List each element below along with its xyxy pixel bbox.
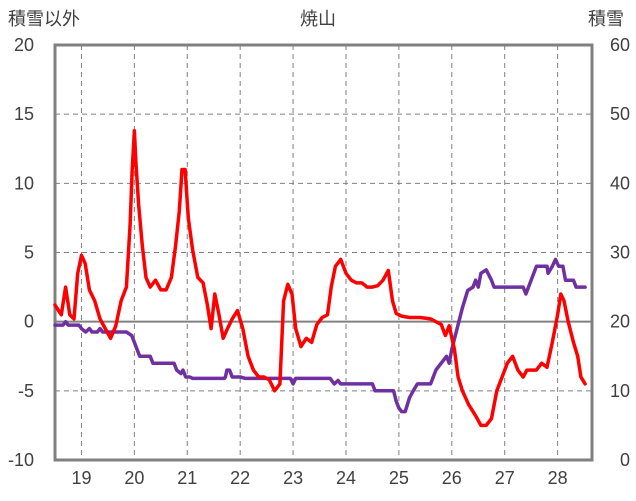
right-tick-label: 50 (610, 104, 630, 124)
x-tick-label: 23 (283, 468, 303, 488)
left-axis-label: 積雪以外 (8, 9, 80, 30)
x-tick-label: 27 (495, 468, 515, 488)
x-tick-label: 28 (548, 468, 568, 488)
grid (55, 45, 592, 460)
left-tick-label: 10 (14, 173, 34, 193)
x-tick-label: 25 (389, 468, 409, 488)
right-axis-label: 積雪 (588, 9, 624, 30)
x-tick-label: 20 (124, 468, 144, 488)
right-tick-label: 60 (610, 35, 630, 55)
right-tick-labels: 0 10 20 30 40 50 60 (610, 35, 630, 470)
right-tick-label: 0 (620, 450, 630, 470)
right-tick-label: 30 (610, 243, 630, 263)
chart-title: 焼山 (300, 9, 336, 30)
x-tick-labels: 19 20 21 22 23 24 25 26 27 28 (71, 468, 567, 488)
x-tick-label: 24 (336, 468, 356, 488)
left-tick-label: 20 (14, 35, 34, 55)
snow-depth-line (53, 257, 587, 414)
left-tick-label: 5 (24, 243, 34, 263)
x-tick-label: 22 (230, 468, 250, 488)
left-tick-label: -5 (18, 381, 34, 401)
left-tick-labels: -10 -5 0 5 10 15 20 (8, 35, 34, 470)
left-tick-label: -10 (8, 450, 34, 470)
right-tick-label: 20 (610, 312, 630, 332)
temperature-line (53, 129, 587, 428)
x-tick-label: 19 (71, 468, 91, 488)
x-tick-label: 21 (177, 468, 197, 488)
right-tick-label: 40 (610, 173, 630, 193)
left-tick-label: 0 (24, 312, 34, 332)
right-tick-label: 10 (610, 381, 630, 401)
left-tick-label: 15 (14, 104, 34, 124)
plot-area (53, 43, 594, 462)
x-tick-label: 26 (442, 468, 462, 488)
series-layer (53, 129, 587, 428)
